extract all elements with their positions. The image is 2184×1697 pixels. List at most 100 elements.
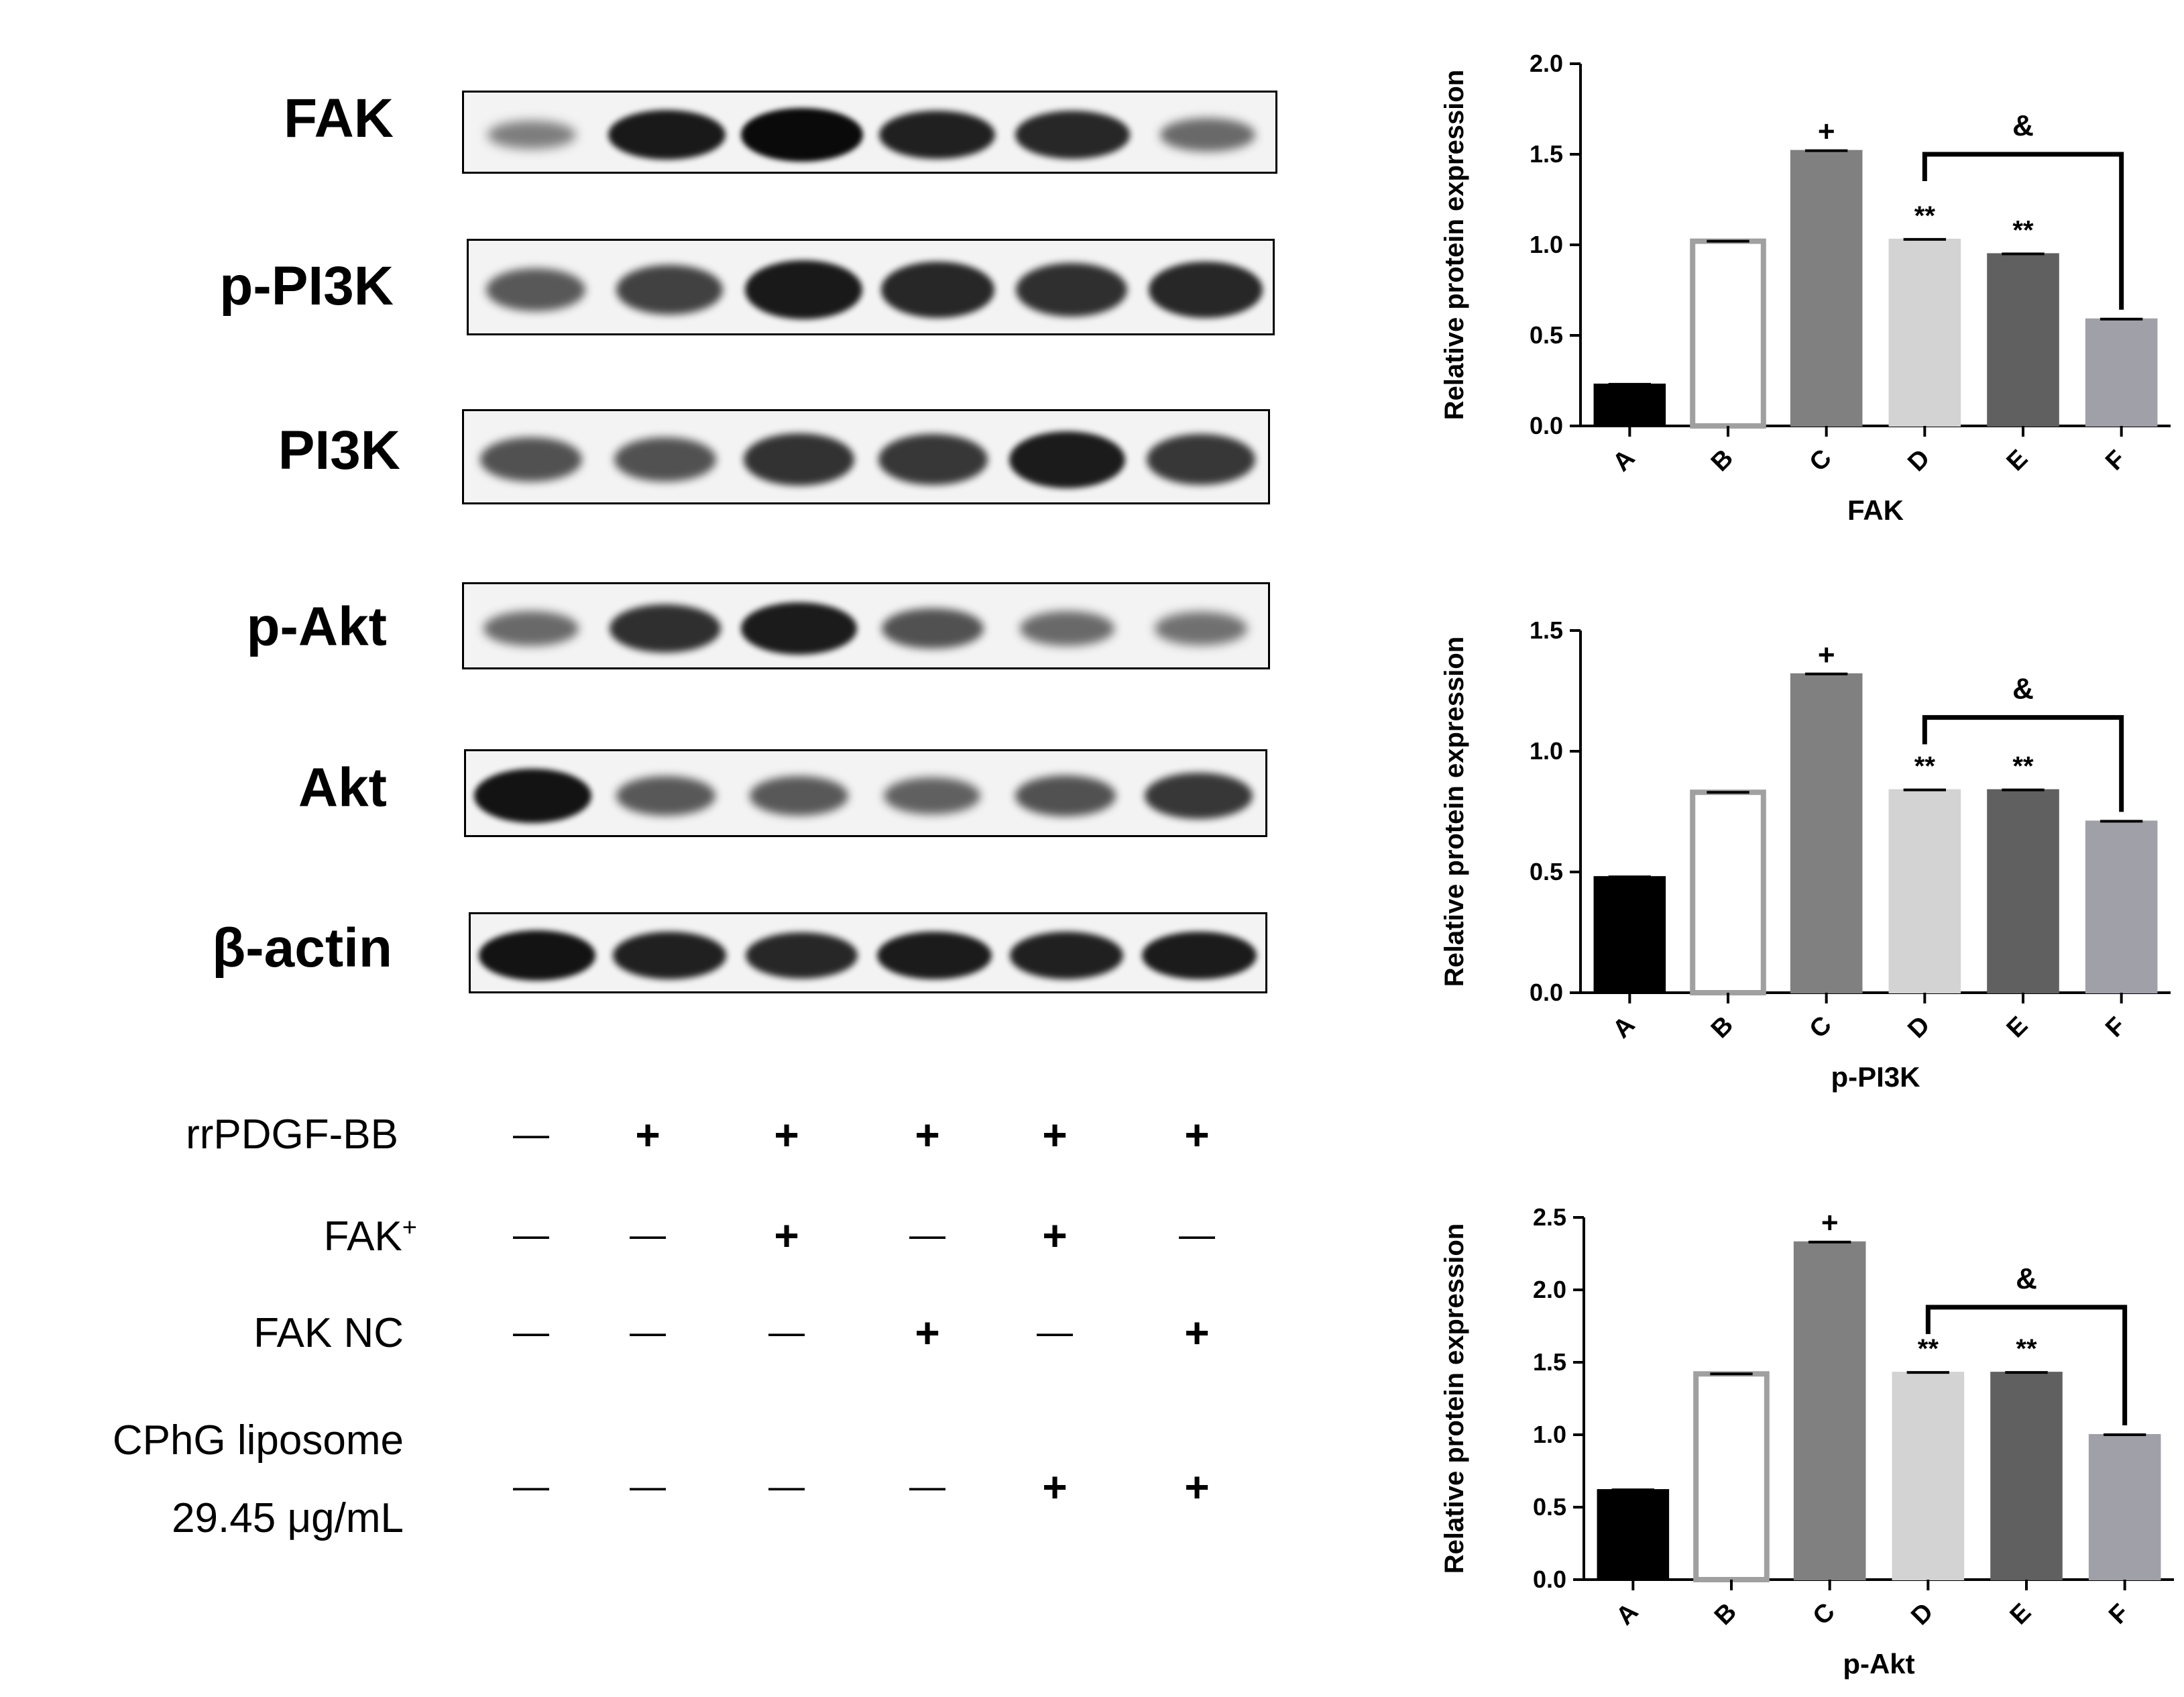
significance-bracket (1925, 1305, 2128, 1425)
bar-chart-p-akt: 0.0 0.5 1.0 1.5 2.0 2.5 Relative protein expre… (1440, 1203, 2174, 1680)
condition-mark: — (513, 1466, 549, 1507)
condition-mark: — (768, 1466, 805, 1507)
blot-band (878, 434, 988, 485)
blot-band (479, 437, 582, 482)
bar (1790, 150, 1863, 427)
bar-chart-p-pi3k: 0.0 0.5 1.0 1.5 Relative protein expression A… (1440, 616, 2171, 1093)
condition-label-fak-sup: + (402, 1213, 417, 1242)
y-axis-label: Relative protein expression (1440, 1223, 1469, 1574)
x-axis-label: p-PI3K (1831, 1061, 1920, 1093)
blot-band (1144, 772, 1253, 820)
significance-label: ** (2012, 752, 2034, 781)
condition-label-fak: FAK+ (324, 1213, 417, 1260)
y-tick-label: 0.0 (1533, 1566, 1566, 1593)
x-tick-label: E (2002, 1011, 2034, 1044)
x-tick-label: E (2002, 445, 2034, 477)
condition-mark: + (1184, 1309, 1210, 1357)
bar (1693, 1371, 1770, 1582)
significance-label: ** (1918, 1334, 1939, 1364)
condition-mark: + (1184, 1111, 1210, 1159)
y-tick-label: 2.0 (1533, 1276, 1566, 1303)
x-tick-label: F (2104, 1598, 2134, 1629)
blot-band (612, 932, 726, 979)
y-tick-label: 2.5 (1533, 1203, 1566, 1231)
bar (2085, 318, 2158, 427)
blot-band (609, 604, 721, 653)
blot-band (746, 932, 858, 979)
blot-label-akt: Akt (298, 757, 387, 818)
x-tick-label: C (1808, 1598, 1841, 1631)
condition-mark: — (909, 1466, 945, 1507)
bar (1593, 383, 1666, 427)
significance-label: ** (1914, 201, 1936, 231)
condition-mark: — (513, 1312, 549, 1352)
bar (1987, 789, 2059, 993)
blot-band (1146, 434, 1256, 485)
bar (2085, 820, 2158, 993)
blot-band (473, 769, 591, 823)
blot-band (1010, 932, 1124, 979)
y-axis-label: Relative protein expression (1440, 637, 1469, 987)
condition-label-rrpdgf-bb: rrPDGF-BB (186, 1111, 398, 1158)
blot-label-fak: FAK (284, 88, 394, 149)
y-tick-label: 2.0 (1530, 50, 1563, 77)
significance-label: + (1821, 1207, 1839, 1240)
blot-band (880, 262, 995, 318)
y-tick-label: 1.5 (1533, 1348, 1566, 1376)
blot-band (882, 608, 984, 649)
condition-mark: + (1042, 1111, 1068, 1159)
y-tick-label: 0.5 (1533, 1493, 1566, 1521)
bar (1892, 1372, 1965, 1580)
bar (1990, 1372, 2063, 1580)
blot-band (478, 930, 595, 981)
bar (1593, 876, 1666, 994)
blot-frame-akt (464, 749, 1267, 837)
significance-bracket (1922, 152, 2124, 310)
bar (1793, 1241, 1866, 1580)
blot-band (745, 260, 862, 319)
condition-mark: + (774, 1211, 799, 1260)
blot-band (1015, 775, 1116, 817)
condition-mark: — (909, 1215, 945, 1255)
x-tick-label: E (2005, 1598, 2037, 1631)
y-tick-label: 0.5 (1530, 321, 1563, 349)
x-tick-label: F (2100, 1011, 2131, 1042)
y-tick-label: 1.0 (1530, 231, 1563, 258)
condition-mark: + (1184, 1463, 1210, 1511)
blot-frame-p-pi3k (467, 239, 1275, 335)
blot-band (1015, 111, 1130, 159)
x-tick-label: D (1902, 1011, 1935, 1044)
blot-band (616, 776, 715, 816)
y-tick-label: 0.5 (1530, 858, 1563, 885)
condition-mark: — (768, 1312, 805, 1352)
blot-band (608, 109, 726, 160)
bar (1790, 673, 1863, 994)
blot-label-p-pi3k: p-PI3K (219, 256, 394, 317)
condition-label-fak-text: FAK (323, 1213, 402, 1260)
condition-label-fak-nc: FAK NC (253, 1310, 404, 1356)
blot-band (879, 110, 996, 160)
x-tick-label: C (1804, 444, 1837, 477)
condition-mark: — (513, 1215, 549, 1255)
condition-mark: + (915, 1111, 940, 1159)
blot-frame-pi3k (462, 409, 1270, 504)
significance-label: + (1818, 639, 1835, 671)
significance-label: + (1818, 115, 1835, 148)
x-tick-label: C (1804, 1011, 1837, 1044)
blot-band (884, 777, 981, 815)
blot-band (616, 265, 724, 315)
blot-band (876, 931, 992, 980)
condition-mark: — (1179, 1215, 1215, 1255)
significance-label: ** (2016, 1334, 2037, 1364)
blot-band (1019, 610, 1114, 647)
x-tick-label: A (1607, 1011, 1640, 1044)
blot-band (614, 437, 716, 482)
y-tick-label: 1.5 (1530, 140, 1563, 168)
bracket-label: & (2012, 109, 2034, 142)
y-tick-label: 0.0 (1530, 979, 1563, 1006)
condition-label-cphg-liposome: CPhG liposome (112, 1417, 404, 1464)
bar (1888, 238, 1961, 427)
bracket-label: & (2016, 1262, 2037, 1295)
y-tick-label: 0.0 (1530, 412, 1563, 439)
condition-mark: — (630, 1466, 666, 1507)
